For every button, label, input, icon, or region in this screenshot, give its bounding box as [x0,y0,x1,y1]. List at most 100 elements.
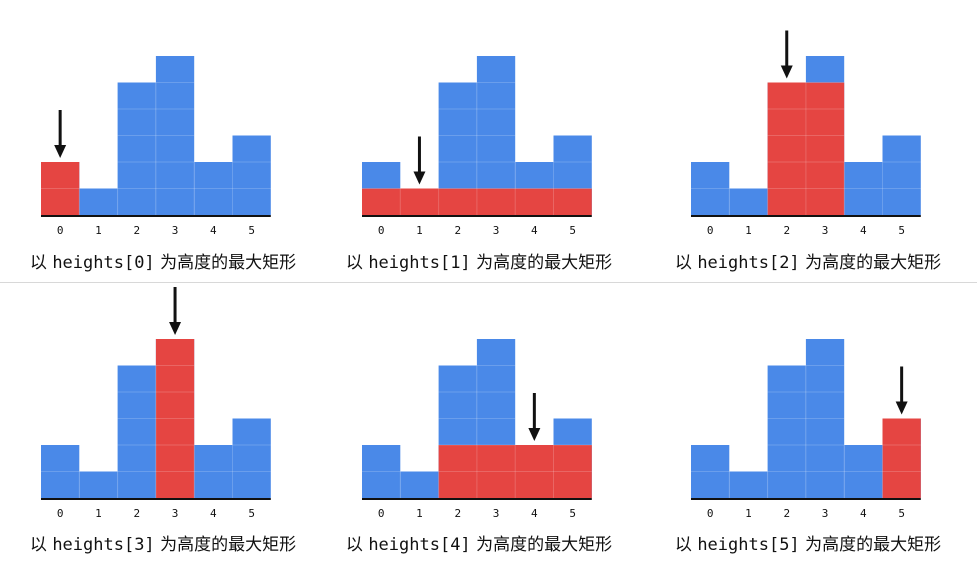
bar-4 [844,445,883,498]
caption-1: 以 heights[1] 为高度的最大矩形 [319,248,639,273]
caption-code: heights[2] [697,253,800,273]
arrow-head-icon [528,428,541,441]
bar-2 [117,365,156,498]
bar-4 [194,162,233,215]
index-label-4: 4 [860,224,867,237]
index-label-2: 2 [454,507,461,520]
histogram-1: 0 1 2 3 4 5 [362,56,592,237]
bar-5 [232,418,271,498]
caption-suffix: 为高度的最大矩形 [799,253,942,273]
index-label-4: 4 [210,224,217,237]
index-label-2: 2 [783,224,790,237]
caption-suffix: 为高度的最大矩形 [154,253,297,273]
bar-0 [691,445,730,498]
bar-5 [882,135,921,215]
arrow-head-icon [169,322,182,335]
arrow-head-icon [54,145,67,158]
max-rectangle [155,339,195,498]
histogram-0: 0 1 2 3 4 5 [41,56,271,237]
max-rectangle [41,162,80,215]
caption-prefix: 以 [674,535,698,555]
index-label-0: 0 [378,507,385,520]
caption-code: heights[4] [368,535,471,555]
max-rectangle [362,188,592,215]
index-label-4: 4 [210,507,217,520]
bar-0 [691,162,730,215]
bar-1 [729,188,768,215]
row-divider [0,282,977,283]
bar-1 [79,471,118,498]
index-label-3: 3 [172,507,179,520]
index-label-1: 1 [416,507,423,520]
bar-5 [232,135,271,215]
index-label-2: 2 [454,224,461,237]
histogram-5: 0 1 2 3 4 5 [691,339,921,520]
index-label-5: 5 [248,224,255,237]
caption-code: heights[3] [52,535,155,555]
caption-code: heights[0] [52,253,155,273]
bar-1 [729,471,768,498]
index-label-4: 4 [860,507,867,520]
caption-suffix: 为高度的最大矩形 [470,535,613,555]
index-label-5: 5 [898,224,905,237]
index-label-3: 3 [822,224,829,237]
index-label-4: 4 [531,224,538,237]
bar-1 [400,471,439,498]
index-label-5: 5 [569,224,576,237]
index-label-4: 4 [531,507,538,520]
caption-suffix: 为高度的最大矩形 [154,535,297,555]
index-label-3: 3 [172,224,179,237]
caption-prefix: 以 [674,253,698,273]
index-label-2: 2 [783,507,790,520]
caption-0: 以 heights[0] 为高度的最大矩形 [3,248,323,273]
caption-prefix: 以 [29,535,53,555]
arrow-head-icon [780,65,793,79]
caption-4: 以 heights[4] 为高度的最大矩形 [319,530,639,555]
bar-3 [805,339,845,498]
index-label-1: 1 [95,507,102,520]
index-label-3: 3 [493,507,500,520]
caption-3: 以 heights[3] 为高度的最大矩形 [3,530,323,555]
index-label-2: 2 [133,224,140,237]
index-label-0: 0 [57,507,64,520]
histogram-2: 0 1 2 3 4 5 [691,30,921,237]
caption-prefix: 以 [29,253,53,273]
bar-3 [155,56,195,215]
bar-2 [117,82,156,215]
histogram-3: 0 1 2 3 4 5 [41,287,271,520]
histogram-4: 0 1 2 3 4 5 [362,339,592,520]
arrow-head-icon [895,401,908,415]
max-rectangle [882,418,921,498]
caption-2: 以 heights[2] 为高度的最大矩形 [648,248,968,273]
index-label-0: 0 [707,507,714,520]
arrow-head-icon [413,171,426,185]
bar-2 [767,365,806,498]
bar-4 [844,162,883,215]
index-label-5: 5 [569,507,576,520]
index-label-1: 1 [745,507,752,520]
index-label-0: 0 [707,224,714,237]
index-label-3: 3 [493,224,500,237]
caption-suffix: 为高度的最大矩形 [470,253,613,273]
index-label-5: 5 [898,507,905,520]
max-rectangle [438,445,592,498]
caption-prefix: 以 [345,253,369,273]
caption-suffix: 为高度的最大矩形 [799,535,942,555]
index-label-1: 1 [745,224,752,237]
index-label-5: 5 [248,507,255,520]
index-label-0: 0 [57,224,64,237]
index-label-1: 1 [416,224,423,237]
bar-4 [194,445,233,498]
caption-code: heights[5] [697,535,800,555]
index-label-0: 0 [378,224,385,237]
caption-prefix: 以 [345,535,369,555]
index-label-1: 1 [95,224,102,237]
bar-0 [362,445,401,498]
index-label-3: 3 [822,507,829,520]
max-rectangle [767,82,845,215]
